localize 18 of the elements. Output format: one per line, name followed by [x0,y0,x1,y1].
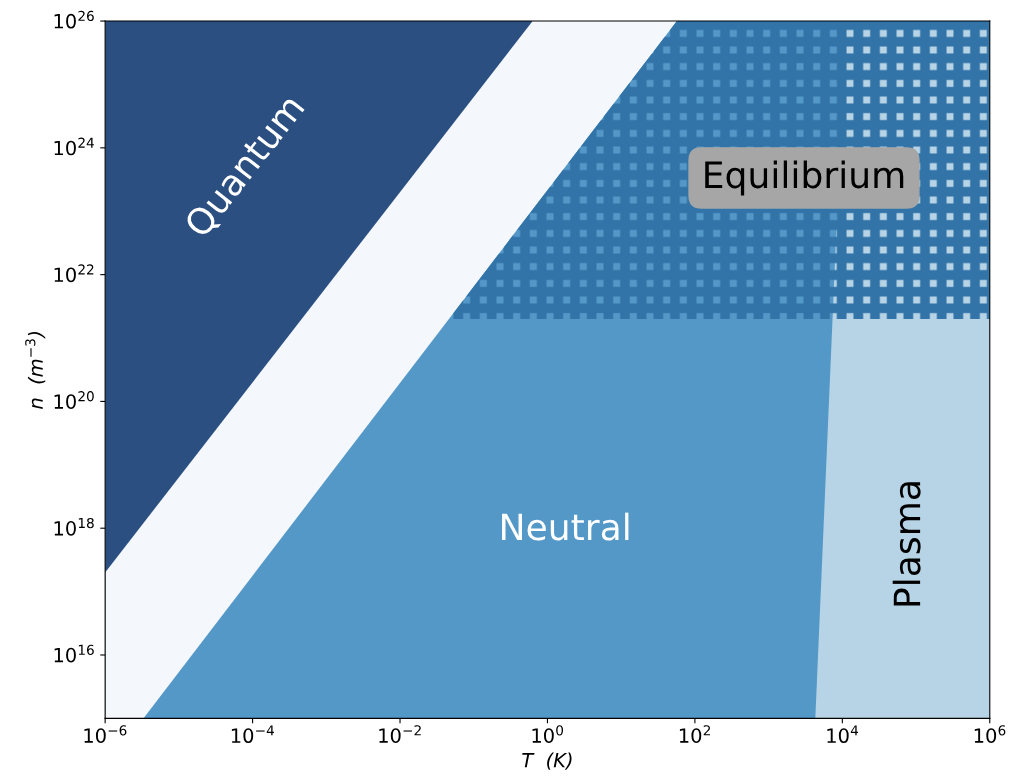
series-label: Neutral [502,512,629,541]
y-tick-label: 10$^{26}$ [54,10,94,29]
y-tick-label: 10$^{22}$ [54,264,94,283]
y-tick-label: 10$^{20}$ [54,391,94,409]
x-tick-label: 10$^{6}$ [974,725,1006,743]
x-tick-label: 10$^{0}$ [532,725,564,743]
x-tick-label: 10$^{−2}$ [379,725,421,743]
x-tick-label: 10$^{−6}$ [84,725,127,743]
x-tick-label: 10$^{−4}$ [231,725,274,744]
y-tick-label: 10$^{16}$ [54,644,94,663]
y-axis-title: n (m$^{−3}$) [25,331,46,409]
x-axis-title: T (K) [522,752,572,770]
x-tick-label: 10$^{2}$ [679,725,711,743]
x-tick-label: 10$^{4}$ [827,725,859,744]
band-label: Equilibrium [705,160,904,196]
y-tick-label: 10$^{24}$ [54,137,94,156]
series-label: Plasma [892,482,921,606]
y-tick-label: 10$^{18}$ [54,517,94,536]
